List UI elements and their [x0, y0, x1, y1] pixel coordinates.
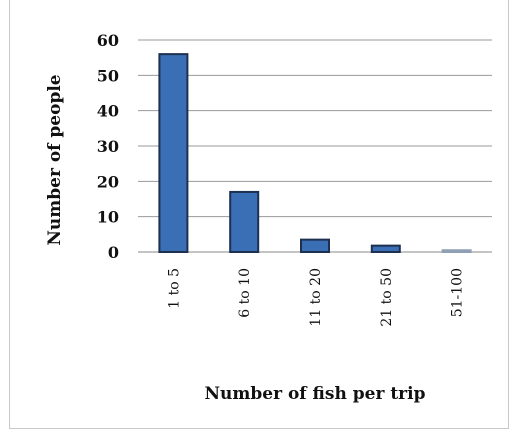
- bar: [370, 244, 401, 253]
- y-tick-label: 60: [97, 31, 119, 50]
- x-tick-label: 51-100: [450, 268, 466, 317]
- bar: [441, 249, 472, 254]
- y-tick-label: 10: [97, 208, 119, 227]
- y-axis-title: Number of people: [45, 74, 65, 245]
- x-tick-label: 21 to 50: [379, 268, 395, 327]
- y-tick-label: 20: [97, 172, 119, 191]
- bar: [229, 190, 260, 253]
- gridlines: [138, 39, 492, 253]
- x-axis-title: Number of fish per trip: [205, 384, 426, 404]
- x-tick-label: 1 to 5: [166, 268, 182, 309]
- x-tick-label: 6 to 10: [237, 268, 253, 318]
- y-tick-labels: 0 10 20 30 40 50 60: [97, 31, 119, 262]
- y-tick-label: 50: [97, 66, 119, 85]
- y-tick-label: 40: [97, 102, 119, 121]
- x-tick-label: 11 to 20: [308, 268, 324, 327]
- bars: [158, 53, 472, 254]
- y-tick-label: 30: [97, 137, 119, 156]
- x-tick-labels: 1 to 5 6 to 10 11 to 20 21 to 50 51-100: [166, 268, 465, 327]
- bar: [300, 238, 330, 253]
- bar: [158, 53, 189, 254]
- chart-frame: [9, 0, 509, 429]
- y-tick-label: 0: [108, 243, 119, 262]
